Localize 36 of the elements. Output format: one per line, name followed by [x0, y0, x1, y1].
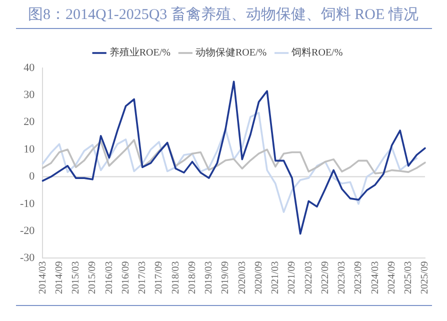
y-tick-label: 30	[24, 89, 36, 102]
x-tick-label: 2014/03	[37, 261, 48, 294]
x-tick-label: 2016/09	[120, 261, 132, 294]
x-tick-label: 2015/03	[70, 261, 82, 294]
x-tick-label: 2015/09	[87, 261, 98, 294]
y-tick-label: -30	[20, 252, 36, 264]
x-tick-label: 2020/03	[236, 261, 248, 294]
x-tick-label: 2025/03	[403, 261, 414, 294]
y-tick-label: 0	[29, 170, 36, 183]
y-tick-label: 10	[24, 143, 36, 156]
x-tick-label: 2024/03	[370, 261, 381, 294]
y-tick-label: 20	[24, 116, 36, 128]
x-tick-label: 2018/03	[170, 261, 182, 294]
x-tick-label: 2021/09	[286, 261, 298, 294]
chart-title: 图8：2014Q1-2025Q3 畜禽养殖、动物保健、饲料 ROE 情况	[27, 5, 420, 25]
x-tick-label: 2023/09	[353, 261, 364, 294]
x-tick-label: 2018/09	[186, 261, 198, 294]
x-tick-label: 2017/03	[137, 261, 148, 294]
x-tick-label: 2022/09	[320, 261, 331, 294]
y-tick-label: -10	[20, 198, 36, 210]
x-tick-label: 2023/03	[336, 261, 348, 294]
x-tick-label: 2020/09	[253, 261, 264, 294]
x-tick-label: 2025/09	[420, 261, 431, 294]
legend-label: 养殖业ROE/%	[109, 46, 170, 59]
y-tick-label: 40	[24, 62, 36, 74]
x-tick-label: 2014/09	[54, 261, 65, 294]
legend-label: 动物保健ROE/%	[195, 48, 267, 59]
x-tick-label: 2021/03	[270, 261, 282, 294]
x-tick-label: 2016/03	[104, 261, 115, 294]
x-tick-label: 2017/09	[154, 261, 165, 294]
x-tick-label: 2019/03	[204, 261, 215, 294]
legend-label: 饲料ROE/%	[290, 46, 343, 59]
x-tick-label: 2022/03	[303, 261, 314, 294]
x-tick-label: 2019/09	[220, 261, 232, 294]
y-tick-label: -20	[20, 224, 36, 237]
x-tick-label: 2024/09	[386, 261, 398, 294]
